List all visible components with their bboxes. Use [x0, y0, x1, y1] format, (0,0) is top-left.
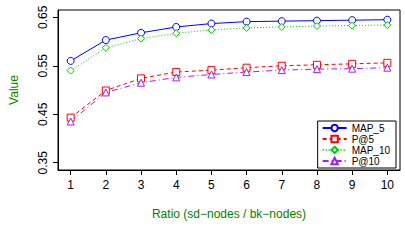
svg-text:2: 2 [103, 178, 110, 192]
svg-text:MAP_10: MAP_10 [352, 145, 391, 156]
svg-text:10: 10 [381, 178, 395, 192]
svg-text:6: 6 [243, 178, 250, 192]
svg-text:Ratio (sd−nodes / bk−nodes): Ratio (sd−nodes / bk−nodes) [152, 207, 306, 221]
svg-text:7: 7 [278, 178, 285, 192]
svg-text:8: 8 [314, 178, 321, 192]
svg-text:P@5: P@5 [352, 134, 375, 145]
svg-text:3: 3 [138, 178, 145, 192]
svg-text:1: 1 [67, 178, 74, 192]
svg-text:0.55: 0.55 [36, 54, 50, 78]
svg-text:Value: Value [7, 75, 21, 105]
svg-text:5: 5 [208, 178, 215, 192]
svg-text:P@10: P@10 [352, 156, 380, 167]
svg-text:MAP_5: MAP_5 [352, 123, 385, 134]
svg-text:0.35: 0.35 [36, 151, 50, 175]
svg-text:9: 9 [349, 178, 356, 192]
svg-text:4: 4 [173, 178, 180, 192]
svg-text:0.45: 0.45 [36, 102, 50, 126]
svg-text:0.65: 0.65 [36, 5, 50, 29]
